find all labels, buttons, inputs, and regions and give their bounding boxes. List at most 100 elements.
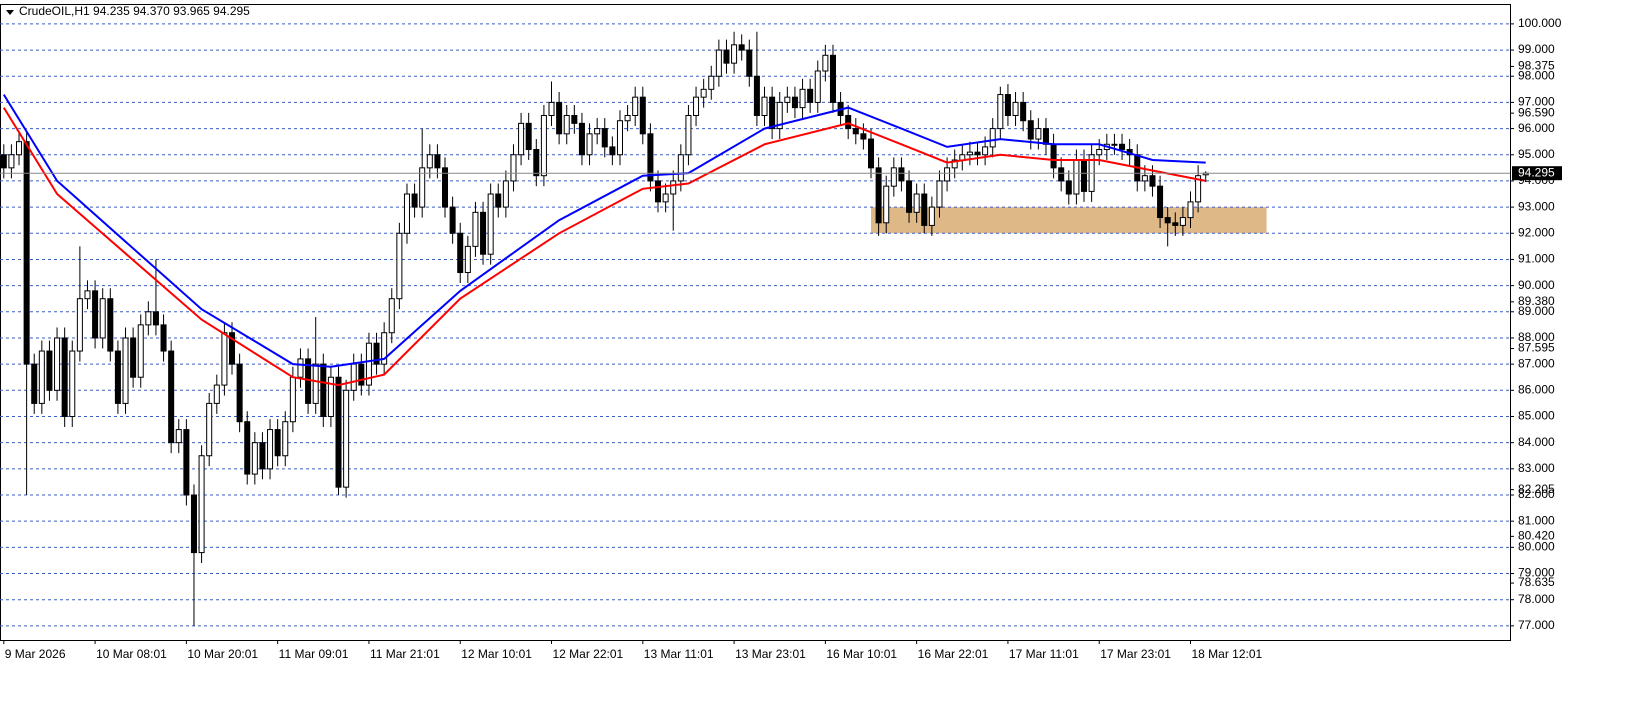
candle-body bbox=[23, 141, 30, 365]
candle-body bbox=[419, 167, 426, 208]
moving-average bbox=[2, 107, 1206, 387]
candle-body bbox=[883, 185, 890, 224]
y-tick-label: 79.000 bbox=[1518, 566, 1555, 580]
candle-body bbox=[0, 154, 7, 169]
plot-area bbox=[0, 23, 1510, 627]
y-tick-label: 93.000 bbox=[1518, 199, 1555, 213]
candle-body bbox=[799, 88, 806, 109]
candle-body bbox=[1050, 143, 1057, 169]
candle-body bbox=[776, 101, 783, 130]
candle-body bbox=[472, 211, 479, 247]
candle-body bbox=[791, 96, 798, 109]
candle-body bbox=[251, 442, 258, 475]
x-tick-label: 12 Mar 22:01 bbox=[553, 647, 624, 661]
candle-body bbox=[114, 350, 121, 404]
candle-body bbox=[518, 122, 525, 156]
candle-body bbox=[122, 337, 129, 404]
x-tick-label: 17 Mar 23:01 bbox=[1100, 647, 1171, 661]
y-tick-label: 95.000 bbox=[1518, 147, 1555, 161]
candle-body bbox=[442, 167, 449, 208]
candle-body bbox=[753, 75, 760, 116]
candle-body bbox=[388, 298, 395, 334]
candle-body bbox=[616, 120, 623, 156]
candle-body bbox=[769, 96, 776, 130]
candle-body bbox=[335, 376, 342, 488]
y-tick-label: 87.000 bbox=[1518, 356, 1555, 370]
scale-label: 89.380 bbox=[1518, 294, 1555, 308]
candle-body bbox=[1157, 185, 1164, 219]
candle-body bbox=[556, 101, 563, 135]
candle-body bbox=[1027, 120, 1034, 140]
x-tick-label: 13 Mar 11:01 bbox=[644, 647, 714, 661]
candle-body bbox=[1073, 159, 1080, 195]
candle-body bbox=[495, 193, 502, 208]
x-tick-label: 16 Mar 22:01 bbox=[918, 647, 989, 661]
candle-body bbox=[312, 363, 319, 404]
candle-body bbox=[586, 133, 593, 156]
candle-body bbox=[632, 96, 639, 116]
candle-body bbox=[403, 193, 410, 234]
scale-label: 80.420 bbox=[1518, 529, 1555, 543]
candle-body bbox=[685, 114, 692, 156]
x-tick-label: 16 Mar 10:01 bbox=[826, 647, 897, 661]
candle-body bbox=[480, 211, 487, 255]
candle-body bbox=[540, 114, 547, 177]
candle-body bbox=[434, 154, 441, 169]
candle-body bbox=[974, 151, 981, 156]
candle-body bbox=[936, 180, 943, 208]
candle-body bbox=[327, 376, 334, 417]
candle-body bbox=[190, 494, 197, 554]
candle-body bbox=[1179, 217, 1186, 226]
current-price-box bbox=[1512, 166, 1562, 181]
candle-body bbox=[1080, 159, 1088, 192]
y-tick-label: 78.000 bbox=[1518, 592, 1555, 606]
scale-label: 87.595 bbox=[1518, 341, 1555, 355]
candle-body bbox=[989, 128, 996, 148]
current-price-label: 94.295 bbox=[1518, 165, 1555, 179]
candle-body bbox=[206, 402, 213, 457]
candle-body bbox=[578, 122, 585, 156]
candle-body bbox=[381, 332, 388, 365]
y-tick-label: 82.000 bbox=[1518, 487, 1555, 501]
candle-body bbox=[54, 337, 61, 391]
candle-body bbox=[662, 193, 669, 203]
candle-body bbox=[731, 44, 738, 64]
candle-body bbox=[229, 332, 236, 365]
candle-body bbox=[373, 342, 380, 365]
candle-body bbox=[624, 114, 631, 122]
y-tick-label: 98.000 bbox=[1518, 68, 1555, 82]
candle-body bbox=[457, 232, 464, 274]
candle-body bbox=[1111, 143, 1118, 146]
y-tick-label: 88.000 bbox=[1518, 330, 1555, 344]
candle-body bbox=[396, 232, 403, 300]
candle-body bbox=[852, 128, 859, 135]
candle-body bbox=[160, 324, 167, 352]
candle-body bbox=[175, 429, 182, 444]
candle-body bbox=[1058, 167, 1065, 182]
candle-body bbox=[137, 324, 144, 378]
candle-body bbox=[601, 128, 608, 148]
candle-body bbox=[31, 363, 38, 404]
candle-body bbox=[130, 337, 137, 378]
candle-body bbox=[297, 358, 304, 378]
candle-body bbox=[107, 298, 114, 352]
candle-body bbox=[867, 138, 875, 169]
candle-body bbox=[708, 75, 715, 90]
candle-body bbox=[1020, 101, 1027, 122]
candle-body bbox=[829, 54, 836, 103]
candle-body bbox=[639, 96, 646, 135]
candle-body bbox=[1187, 201, 1194, 219]
candle-body bbox=[84, 290, 91, 300]
candle-body bbox=[168, 350, 175, 444]
x-tick-label: 9 Mar 2026 bbox=[5, 647, 66, 661]
scale-label: 98.375 bbox=[1518, 59, 1555, 73]
candle-body bbox=[944, 167, 951, 182]
candle-body bbox=[320, 363, 327, 417]
candle-body bbox=[358, 363, 365, 386]
candle-body bbox=[1012, 101, 1019, 116]
candle-body bbox=[677, 154, 684, 182]
candle-body bbox=[913, 193, 920, 213]
support-zone bbox=[871, 207, 1267, 234]
candle-body bbox=[350, 363, 357, 391]
candle-body bbox=[282, 421, 289, 457]
